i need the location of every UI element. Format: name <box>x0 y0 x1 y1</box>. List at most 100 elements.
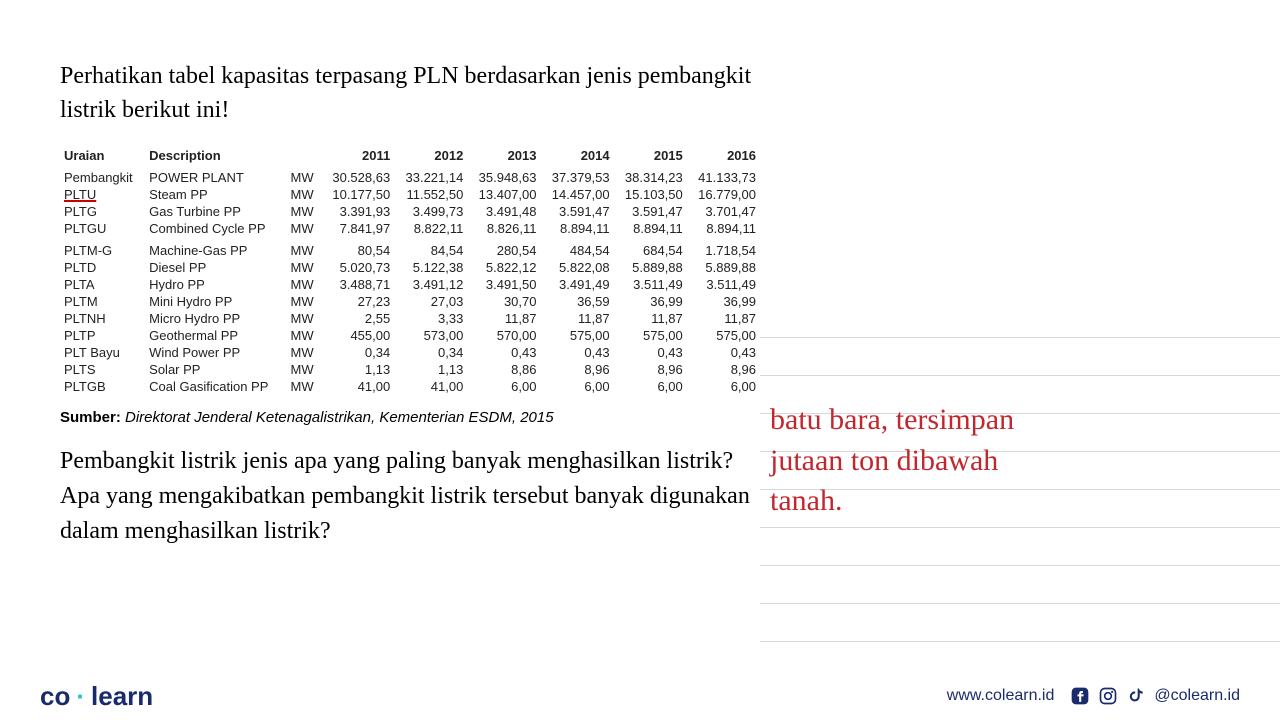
row-description: Machine-Gas PP <box>145 237 286 259</box>
row-value: 5.122,38 <box>394 259 467 276</box>
social-handle: @colearn.id <box>1154 687 1240 705</box>
social-icons: @colearn.id <box>1070 686 1240 706</box>
left-content: Perhatikan tabel kapasitas terpasang PLN… <box>60 60 760 549</box>
row-description: Mini Hydro PP <box>145 293 286 310</box>
row-value: 1,13 <box>321 361 394 378</box>
table-row: PLTSSolar PPMW1,131,138,868,968,968,96 <box>60 361 760 378</box>
hand-line-1: batu bara, tersimpan <box>770 400 1230 441</box>
row-value: 36,99 <box>614 293 687 310</box>
row-value: 6,00 <box>687 378 760 395</box>
source-line: Sumber: Direktorat Jenderal Ketenagalist… <box>60 409 760 426</box>
row-value: 0,43 <box>614 344 687 361</box>
brand-co: co <box>40 681 70 712</box>
col-uraian: Uraian <box>60 147 145 169</box>
row-code: PLTGU <box>60 220 145 237</box>
row-value: 27,23 <box>321 293 394 310</box>
capacity-table: Uraian Description 2011 2012 2013 2014 2… <box>60 147 760 395</box>
table-row: PLTMMini Hydro PPMW27,2327,0330,7036,593… <box>60 293 760 310</box>
row-value: 5.020,73 <box>321 259 394 276</box>
brand-dot-icon: · <box>76 681 85 712</box>
table-row: PLTGUCombined Cycle PPMW7.841,978.822,11… <box>60 220 760 237</box>
row-value: 41,00 <box>394 378 467 395</box>
table-row: PLTDDiesel PPMW5.020,735.122,385.822,125… <box>60 259 760 276</box>
row-value: 1.718,54 <box>687 237 760 259</box>
row-value: 3.701,47 <box>687 203 760 220</box>
row-unit: MW <box>287 220 322 237</box>
row-value: 8.894,11 <box>540 220 613 237</box>
row-value: 3.491,49 <box>540 276 613 293</box>
row-code: PLTGB <box>60 378 145 395</box>
row-description: POWER PLANT <box>145 169 286 186</box>
row-value: 0,34 <box>394 344 467 361</box>
col-year-5: 2016 <box>687 147 760 169</box>
capacity-table-wrap: Uraian Description 2011 2012 2013 2014 2… <box>60 147 760 395</box>
row-unit: MW <box>287 186 322 203</box>
row-unit: MW <box>287 259 322 276</box>
row-value: 14.457,00 <box>540 186 613 203</box>
row-value: 3.491,50 <box>467 276 540 293</box>
row-value: 570,00 <box>467 327 540 344</box>
row-value: 8,96 <box>614 361 687 378</box>
row-code: PLTS <box>60 361 145 378</box>
table-row: PLT BayuWind Power PPMW0,340,340,430,430… <box>60 344 760 361</box>
row-value: 3.391,93 <box>321 203 394 220</box>
row-value: 684,54 <box>614 237 687 259</box>
row-value: 35.948,63 <box>467 169 540 186</box>
instagram-icon <box>1098 686 1118 706</box>
row-value: 575,00 <box>540 327 613 344</box>
table-row: PLTGGas Turbine PPMW3.391,933.499,733.49… <box>60 203 760 220</box>
row-value: 11,87 <box>614 310 687 327</box>
hand-line-2: jutaan ton dibawah <box>770 441 1230 482</box>
row-value: 3.499,73 <box>394 203 467 220</box>
col-year-1: 2012 <box>394 147 467 169</box>
handwritten-note: batu bara, tersimpan jutaan ton dibawah … <box>770 400 1230 522</box>
col-year-4: 2015 <box>614 147 687 169</box>
row-code: PLTG <box>60 203 145 220</box>
facebook-icon <box>1070 686 1090 706</box>
row-value: 27,03 <box>394 293 467 310</box>
row-value: 30.528,63 <box>321 169 394 186</box>
col-year-0: 2011 <box>321 147 394 169</box>
table-head: Uraian Description 2011 2012 2013 2014 2… <box>60 147 760 169</box>
row-code: PLTM-G <box>60 237 145 259</box>
source-text: Direktorat Jenderal Ketenagalistrikan, K… <box>125 409 554 426</box>
row-value: 3.591,47 <box>614 203 687 220</box>
row-code: PLT Bayu <box>60 344 145 361</box>
row-value: 455,00 <box>321 327 394 344</box>
row-value: 84,54 <box>394 237 467 259</box>
row-value: 5.822,12 <box>467 259 540 276</box>
row-unit: MW <box>287 310 322 327</box>
row-value: 3.491,12 <box>394 276 467 293</box>
row-description: Solar PP <box>145 361 286 378</box>
row-value: 41,00 <box>321 378 394 395</box>
hand-line-3: tanah. <box>770 481 1230 522</box>
row-value: 0,34 <box>321 344 394 361</box>
row-value: 15.103,50 <box>614 186 687 203</box>
question-text: Pembangkit listrik jenis apa yang paling… <box>60 444 760 548</box>
row-description: Diesel PP <box>145 259 286 276</box>
row-value: 41.133,73 <box>687 169 760 186</box>
row-value: 8,86 <box>467 361 540 378</box>
row-value: 11,87 <box>540 310 613 327</box>
row-value: 280,54 <box>467 237 540 259</box>
table-row: PLTAHydro PPMW3.488,713.491,123.491,503.… <box>60 276 760 293</box>
row-description: Micro Hydro PP <box>145 310 286 327</box>
row-value: 5.889,88 <box>687 259 760 276</box>
table-row: PLTGBCoal Gasification PPMW41,0041,006,0… <box>60 378 760 395</box>
row-value: 2,55 <box>321 310 394 327</box>
row-value: 0,43 <box>467 344 540 361</box>
col-description: Description <box>145 147 286 169</box>
tiktok-icon <box>1126 686 1146 706</box>
row-code: PLTNH <box>60 310 145 327</box>
row-code: PLTA <box>60 276 145 293</box>
row-value: 36,99 <box>687 293 760 310</box>
row-value: 3.591,47 <box>540 203 613 220</box>
brand-learn: learn <box>91 681 153 712</box>
row-description: Hydro PP <box>145 276 286 293</box>
row-value: 13.407,00 <box>467 186 540 203</box>
row-value: 8.894,11 <box>614 220 687 237</box>
row-unit: MW <box>287 344 322 361</box>
col-year-3: 2014 <box>540 147 613 169</box>
table-row: PLTM-GMachine-Gas PPMW80,5484,54280,5448… <box>60 237 760 259</box>
row-value: 6,00 <box>467 378 540 395</box>
